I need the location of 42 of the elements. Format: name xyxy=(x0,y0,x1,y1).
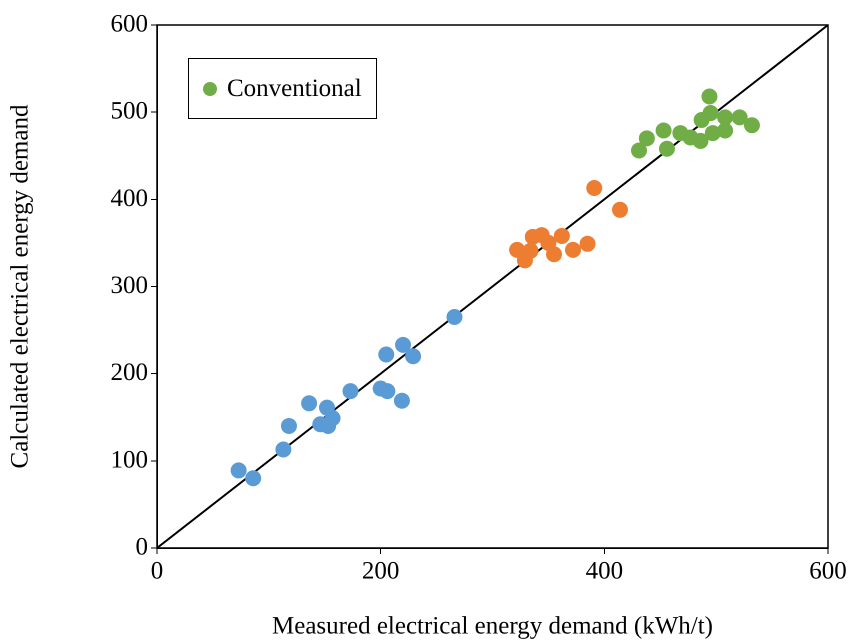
point xyxy=(446,309,462,326)
y-tick-label: 600 xyxy=(110,10,148,38)
point xyxy=(744,117,760,134)
point xyxy=(658,140,675,157)
point xyxy=(546,246,562,262)
point xyxy=(586,180,602,196)
point xyxy=(638,130,655,146)
point xyxy=(717,122,734,138)
point xyxy=(702,105,719,122)
point xyxy=(565,242,582,258)
point xyxy=(732,109,748,126)
y-tick-label: 500 xyxy=(110,98,148,125)
y-axis-title: Calculated electrical energy demand xyxy=(6,104,34,468)
y-tick-label: 100 xyxy=(110,446,148,474)
point xyxy=(631,142,647,159)
point xyxy=(656,122,672,138)
point xyxy=(378,346,394,362)
x-axis-title: Measured electrical energy demand (kWh/t) xyxy=(272,612,714,640)
x-tick-label: 600 xyxy=(809,558,847,585)
point xyxy=(230,462,247,478)
point xyxy=(692,132,709,149)
point xyxy=(245,470,262,486)
point xyxy=(554,228,570,244)
point xyxy=(324,410,341,426)
x-tick-label: 400 xyxy=(586,558,624,585)
point xyxy=(342,383,358,400)
point xyxy=(280,418,297,434)
point xyxy=(522,242,539,259)
point xyxy=(701,88,718,104)
point xyxy=(405,348,422,364)
y-tick-label: 400 xyxy=(110,184,148,212)
point xyxy=(275,442,292,458)
y-tick-label: 0 xyxy=(136,534,148,561)
point xyxy=(395,336,412,353)
point xyxy=(580,236,596,252)
point xyxy=(612,202,628,218)
point xyxy=(301,395,318,412)
point xyxy=(394,392,410,409)
legend-label: Conventional xyxy=(227,74,362,104)
x-tick-label: 200 xyxy=(362,558,400,585)
y-tick-label: 300 xyxy=(110,272,148,300)
y-tick-label: 200 xyxy=(110,359,148,386)
